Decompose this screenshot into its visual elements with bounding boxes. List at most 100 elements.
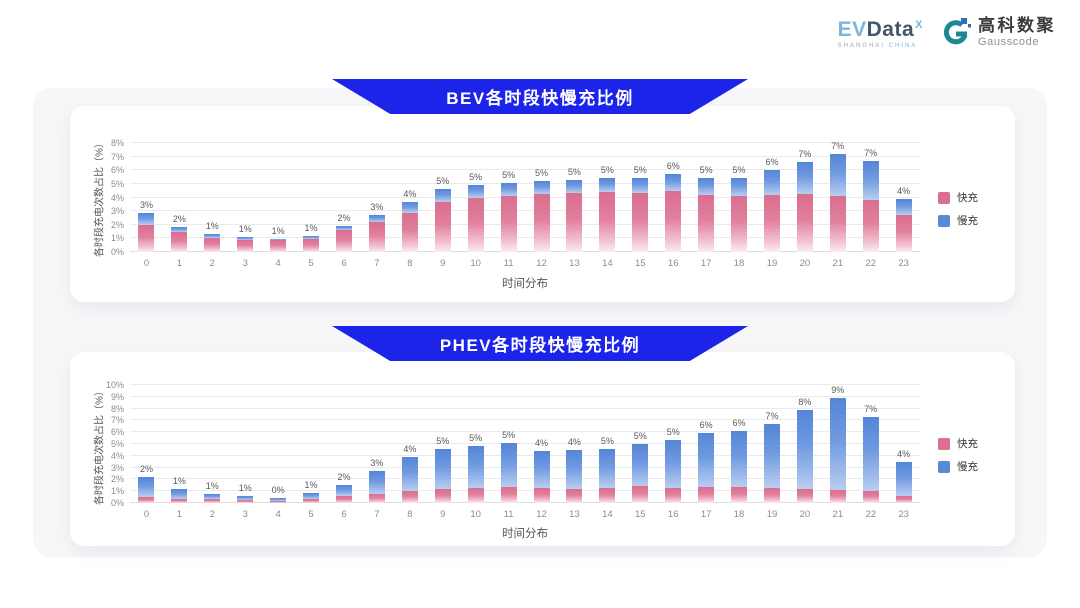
fast-charge-segment	[467, 488, 484, 503]
gausscode-g-icon	[943, 18, 971, 45]
stacked-bar	[237, 495, 254, 503]
x-tick-label: 11	[503, 258, 514, 269]
bar-slot: 5%	[525, 143, 558, 252]
bev-legend: 快充 慢充	[938, 190, 978, 228]
fast-charge-segment	[895, 215, 912, 252]
gridline	[130, 210, 920, 212]
bar-value-label: 4%	[403, 443, 417, 454]
bar-value-label: 4%	[897, 185, 911, 196]
bar-value-label: 5%	[633, 164, 647, 175]
stacked-bar	[632, 177, 649, 252]
stacked-bar	[204, 493, 221, 503]
fast-charge-segment	[632, 486, 649, 503]
x-tick-label: 4	[275, 258, 281, 269]
bar-slot: 6%	[756, 143, 789, 252]
stacked-bar	[500, 442, 517, 503]
bar-value-label: 0%	[271, 484, 285, 495]
bev-x-axis-labels: 0 1 2 3 4 5 6 7 8 9 10 11 12 13 14 15 16 17 18 19 20 21 22 23	[130, 258, 920, 269]
fast-charge-segment	[566, 488, 583, 503]
stacked-bar	[368, 470, 385, 503]
bar-value-label: 1%	[238, 482, 252, 493]
fast-charge-segment	[731, 487, 748, 503]
slow-charge-segment	[270, 239, 287, 241]
gridline	[130, 196, 920, 198]
stacked-bar	[237, 237, 254, 252]
slow-charge-segment	[632, 177, 649, 193]
bar-value-label: 5%	[699, 164, 713, 175]
fast-charge-segment	[204, 499, 221, 503]
stacked-bar	[401, 202, 418, 252]
evdata-shanghai-text: SHANGHAI	[837, 43, 885, 49]
slow-charge-segment	[335, 226, 352, 231]
stacked-bar	[500, 183, 517, 252]
bar-value-label: 1%	[304, 223, 318, 234]
x-tick-label: 20	[799, 258, 811, 269]
bar-value-label: 1%	[304, 479, 318, 490]
bar-slot: 5%	[624, 143, 657, 252]
slow-charge-segment	[698, 433, 715, 488]
fast-charge-segment	[335, 495, 352, 503]
bar-value-label: 5%	[567, 166, 581, 177]
fast-charge-segment	[862, 200, 879, 252]
bar-value-label: 5%	[469, 432, 483, 443]
y-tick-label: 9%	[110, 391, 124, 402]
x-tick-label: 22	[865, 258, 877, 269]
x-tick-label: 9	[440, 258, 446, 269]
bar-value-label: 5%	[436, 176, 450, 187]
fast-charge-segment	[237, 500, 254, 503]
x-tick-label: 6	[341, 509, 347, 520]
x-tick-label: 12	[536, 258, 547, 269]
x-tick-label: 3	[242, 509, 248, 520]
bar-slot: 6%	[723, 385, 756, 503]
bar-slot: 1%	[262, 143, 295, 252]
stacked-bar	[171, 488, 188, 503]
bar-slot: 9%	[821, 385, 854, 503]
stacked-bar	[698, 433, 715, 503]
gridline	[130, 182, 920, 184]
bar-value-label: 5%	[502, 429, 516, 440]
stacked-bar	[731, 177, 748, 252]
slow-charge-segment	[237, 495, 254, 501]
stacked-bar	[763, 170, 780, 252]
fast-charge-segment	[270, 500, 287, 503]
slow-charge-segment	[665, 174, 682, 191]
gridline	[130, 431, 920, 433]
x-tick-label: 7	[374, 258, 380, 269]
bar-slot: 2%	[328, 385, 361, 503]
bev-y-axis-title: 各时段充电次数占比（%）	[94, 138, 106, 257]
stacked-bar	[303, 492, 320, 503]
stacked-bar	[335, 485, 352, 503]
stacked-bar	[434, 448, 451, 503]
bar-value-label: 1%	[271, 226, 285, 237]
fast-charge-segment	[237, 239, 254, 252]
gridline	[130, 237, 920, 239]
stacked-bar	[138, 477, 155, 503]
stacked-bar	[434, 189, 451, 252]
stacked-bar	[533, 451, 550, 503]
bar-slot: 3%	[360, 385, 393, 503]
bev-plot-area: 0% 1% 2% 3% 4% 5% 6% 7% 8% 3% 2% 1% 1% 1% 1% 2% 3% 4% 5% 5%…	[111, 138, 920, 257]
bar-value-label: 5%	[469, 171, 483, 182]
bar-slot: 1%	[163, 385, 196, 503]
stacked-bar	[698, 177, 715, 252]
bar-value-label: 7%	[798, 149, 812, 160]
bar-value-label: 1%	[238, 224, 252, 235]
bar-value-label: 6%	[732, 418, 746, 429]
evdata-subtext: SHANGHAI CHINA	[838, 43, 918, 49]
bar-slot: 7%	[821, 141, 854, 252]
bar-slot: 6%	[657, 143, 690, 252]
bar-value-label: 4%	[403, 189, 417, 200]
legend-item: 慢充	[938, 213, 978, 228]
stacked-bar	[335, 226, 352, 252]
x-tick-label: 19	[766, 509, 778, 520]
stacked-bar	[829, 153, 846, 252]
slow-charge-segment	[731, 431, 748, 488]
slow-charge-segment	[368, 470, 385, 495]
gridline	[130, 155, 920, 157]
stacked-bar	[665, 440, 682, 503]
stacked-bar	[270, 497, 287, 503]
fast-charge-segment	[500, 487, 517, 503]
slow-charge-segment	[665, 440, 682, 488]
bar-value-label: 1%	[205, 480, 219, 491]
legend-label: 慢充	[957, 461, 978, 473]
